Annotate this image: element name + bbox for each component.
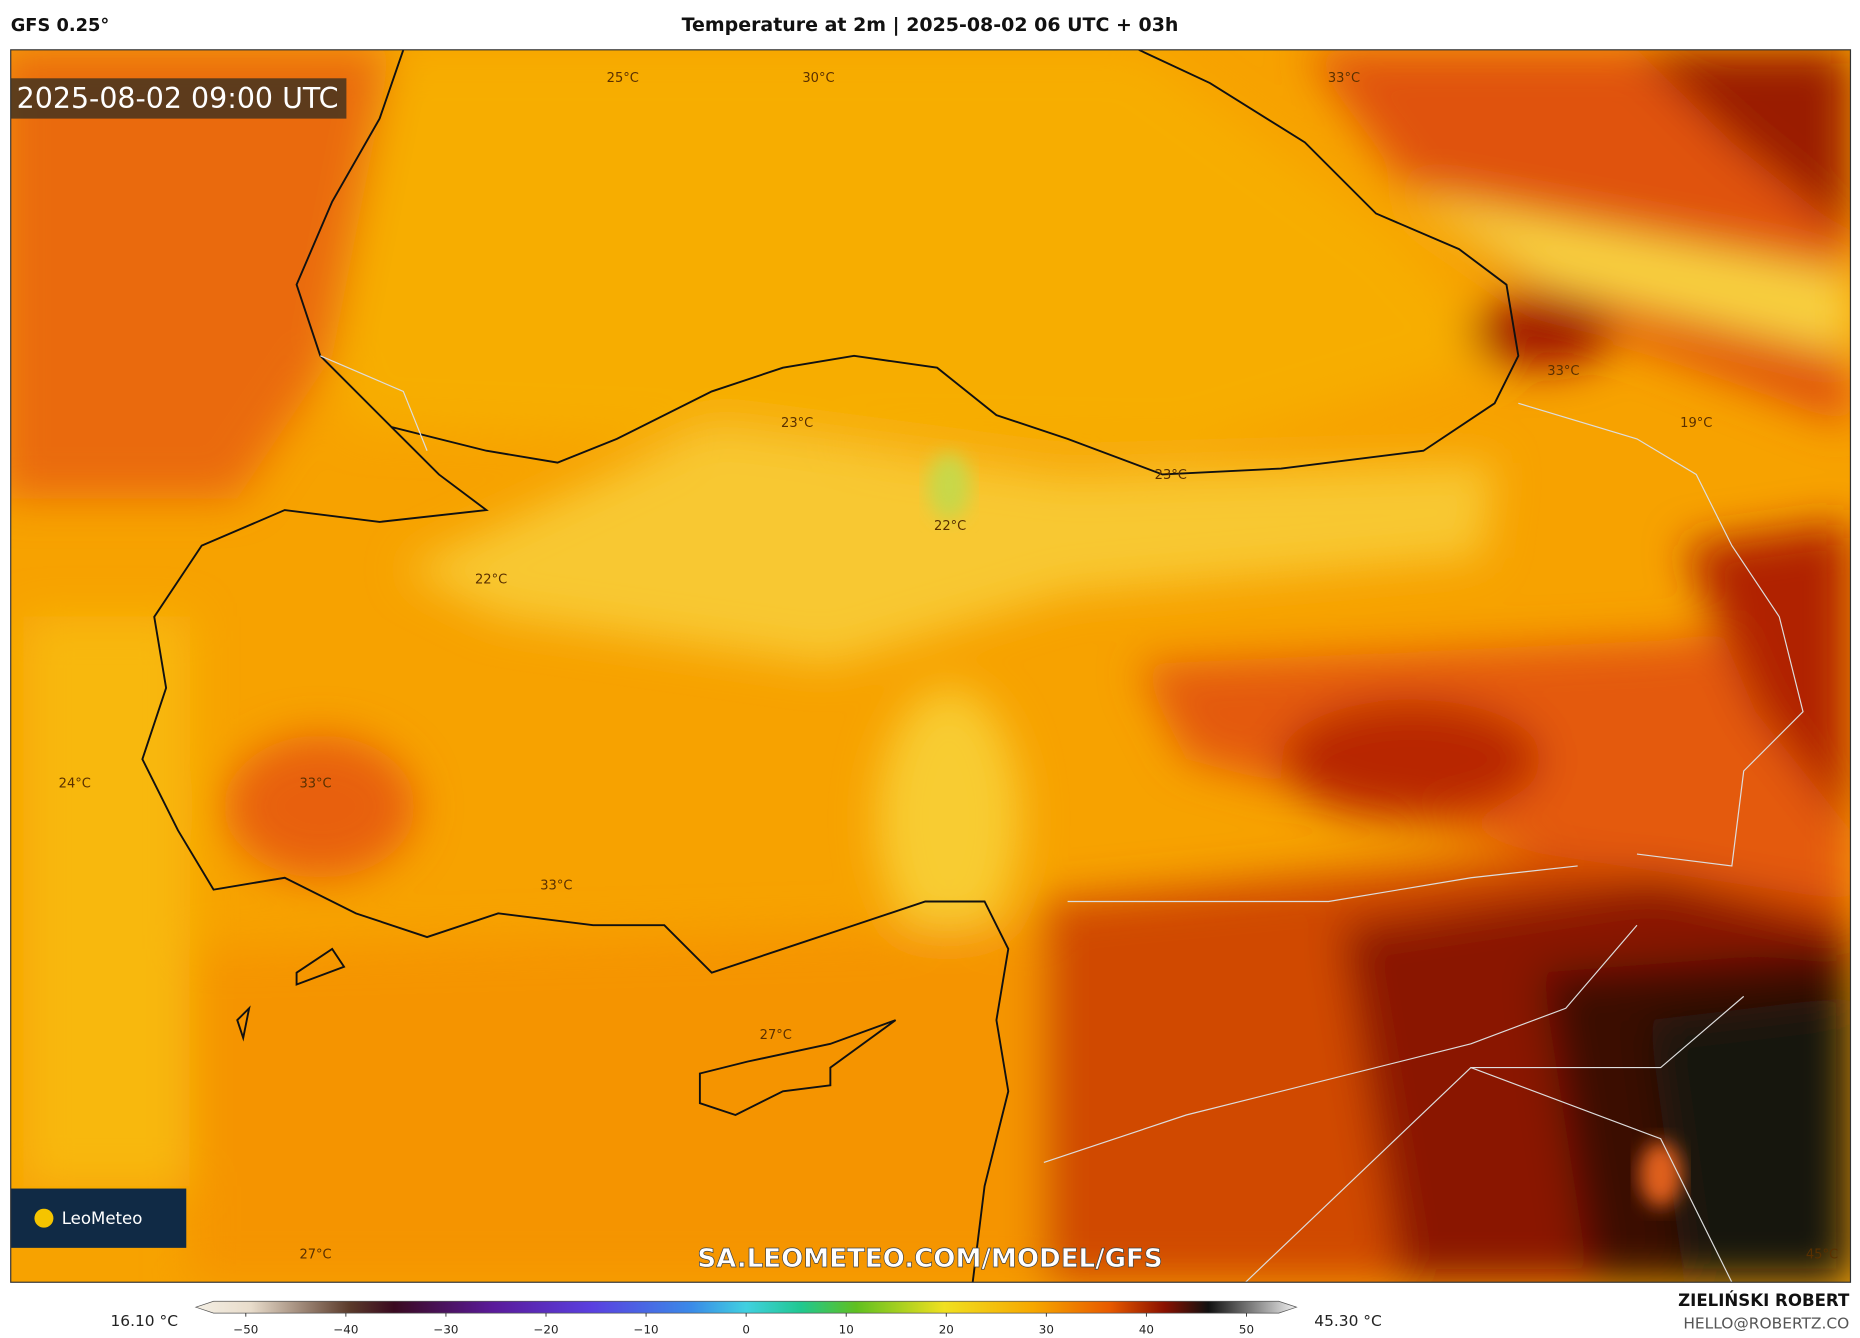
colorbar-tick-label: −50: [233, 1322, 258, 1336]
temperature-label: 27°C: [760, 1028, 792, 1043]
colorbar-tick-label: 30: [1039, 1322, 1054, 1336]
temperature-label: 23°C: [1155, 468, 1187, 483]
temperature-label: 24°C: [59, 777, 91, 792]
map: 25°C 30°C 33°C 23°C 33°C 19°C 23°C 22°C 22°C 24°C…: [10, 49, 1851, 1283]
temperature-label: 33°C: [540, 879, 572, 894]
min-value: 16.10 °C: [110, 1312, 177, 1330]
map-frame: [10, 49, 1852, 1283]
timestamp: 2025-08-02 09:00 UTC: [17, 82, 339, 115]
coastlines: [141, 49, 1520, 1283]
max-value: 45.30 °C: [1314, 1312, 1381, 1330]
temperature-label: 27°C: [299, 1248, 331, 1263]
colorbar-tick-label: −30: [433, 1322, 458, 1336]
colorbar-tick-label: −20: [533, 1322, 558, 1336]
colorbar-tick-label: 10: [839, 1322, 854, 1336]
coldspot: [927, 453, 971, 520]
temperature-label: 33°C: [1328, 71, 1360, 86]
borders: [320, 355, 1804, 1283]
temperature-label: 22°C: [475, 573, 507, 588]
temperature-label: 19°C: [1680, 416, 1712, 431]
colorbar-tick-label: 20: [939, 1322, 954, 1336]
author: ZIELIŃSKI ROBERT: [1678, 1291, 1850, 1310]
colorbar-tick-label: 40: [1139, 1322, 1154, 1336]
email: HELLO@ROBERTZ.CO: [1683, 1315, 1849, 1333]
temperature-labels: 25°C 30°C 33°C 23°C 33°C 19°C 23°C 22°C 22°C 24°C…: [59, 71, 1838, 1263]
temperature-label: 25°C: [607, 71, 639, 86]
temperature-label: 22°C: [934, 519, 966, 534]
temperature-label: 45°C: [1806, 1248, 1838, 1263]
temperature-label: 33°C: [299, 777, 331, 792]
colorbar-tick-label: 50: [1239, 1322, 1254, 1336]
colorbar-tick-label: −10: [634, 1322, 659, 1336]
temperature-label: 33°C: [1547, 364, 1579, 379]
logo: LeoMeteo: [62, 1209, 143, 1228]
temperature-label: 30°C: [802, 71, 834, 86]
temperature-label: 23°C: [781, 416, 813, 431]
watermark: SA.LEOMETEO.COM/MODEL/GFS: [697, 1244, 1162, 1274]
hotspot: [1639, 1141, 1683, 1208]
timestamp-box: [10, 78, 347, 119]
colorbar-scale: [194, 1300, 1298, 1314]
map-title: Temperature at 2m | 2025-08-02 06 UTC + …: [682, 14, 1179, 36]
colorbar-tick-label: −40: [333, 1322, 358, 1336]
temperature-field: [10, 49, 1851, 1283]
colorbar: −50 −40 −30 −20 −10 0 10 20 30 40 50: [194, 1300, 1298, 1336]
colorbar-tick-label: 0: [742, 1322, 750, 1336]
model-name: GFS 0.25°: [11, 15, 110, 36]
logo-sun: [34, 1208, 54, 1228]
